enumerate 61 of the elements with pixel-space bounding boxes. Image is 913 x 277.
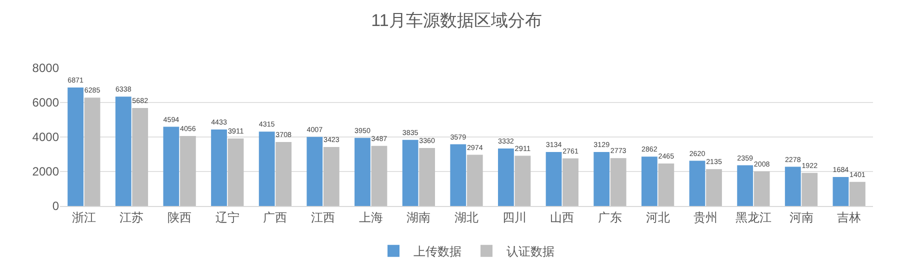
bar [754, 171, 770, 206]
x-tick-label: 河南 [789, 210, 814, 224]
y-tick-label: 0 [52, 199, 60, 214]
bar [610, 158, 626, 206]
bar [323, 146, 340, 206]
bar [354, 138, 370, 206]
x-tick-label: 浙江 [72, 210, 96, 224]
bar [84, 98, 100, 206]
bar [562, 158, 578, 206]
bar [450, 144, 466, 206]
bar [689, 160, 706, 206]
bar [371, 146, 388, 206]
bar [419, 148, 435, 206]
x-tick-label: 江西 [311, 210, 336, 224]
bar [163, 126, 180, 206]
bar [115, 96, 132, 206]
x-tick-label: 湖南 [406, 210, 431, 224]
x-tick-label: 四川 [502, 210, 526, 224]
bar [228, 138, 244, 206]
x-tick-label: 上海 [358, 210, 383, 224]
y-tick-label: 4000 [32, 130, 60, 144]
bar [514, 156, 531, 206]
bar [706, 169, 722, 206]
bar [68, 87, 84, 206]
bar [402, 140, 418, 206]
bar [737, 165, 754, 206]
x-tick-label: 江苏 [120, 210, 144, 224]
legend-label: 上传数据 [414, 244, 462, 259]
bar [802, 172, 818, 206]
x-tick-label: 吉林 [837, 210, 862, 224]
data-label: 2911 [514, 144, 531, 153]
bar [211, 130, 227, 206]
x-tick-label: 山西 [550, 210, 574, 224]
bar [784, 166, 801, 206]
x-tick-label: 贵州 [694, 210, 718, 224]
x-tick-label: 广东 [598, 210, 622, 224]
bar [180, 136, 196, 206]
y-tick-label: 2000 [32, 164, 60, 179]
bar [594, 152, 610, 206]
bar [850, 182, 866, 206]
x-tick-label: 黑龙江 [735, 210, 772, 224]
y-tick-label: 6000 [32, 96, 60, 110]
bar [466, 154, 483, 206]
chart-title: 11月车源数据区域分布 [371, 10, 542, 30]
bar [132, 108, 148, 206]
x-tick-label: 河北 [646, 210, 670, 224]
x-tick-label: 陕西 [168, 210, 192, 224]
bar [546, 152, 562, 206]
data-label: 3911 [228, 126, 244, 136]
bar [276, 142, 292, 206]
bar [258, 132, 275, 206]
bar [658, 163, 674, 206]
bar [641, 156, 658, 206]
bar [306, 136, 323, 206]
legend-label: 认证数据 [506, 244, 554, 259]
x-tick-label: 湖北 [454, 210, 478, 224]
y-tick-label: 8000 [32, 61, 60, 76]
bar [832, 176, 849, 206]
bar [498, 148, 514, 206]
x-tick-label: 辽宁 [215, 210, 240, 224]
x-tick-label: 广西 [263, 210, 288, 224]
